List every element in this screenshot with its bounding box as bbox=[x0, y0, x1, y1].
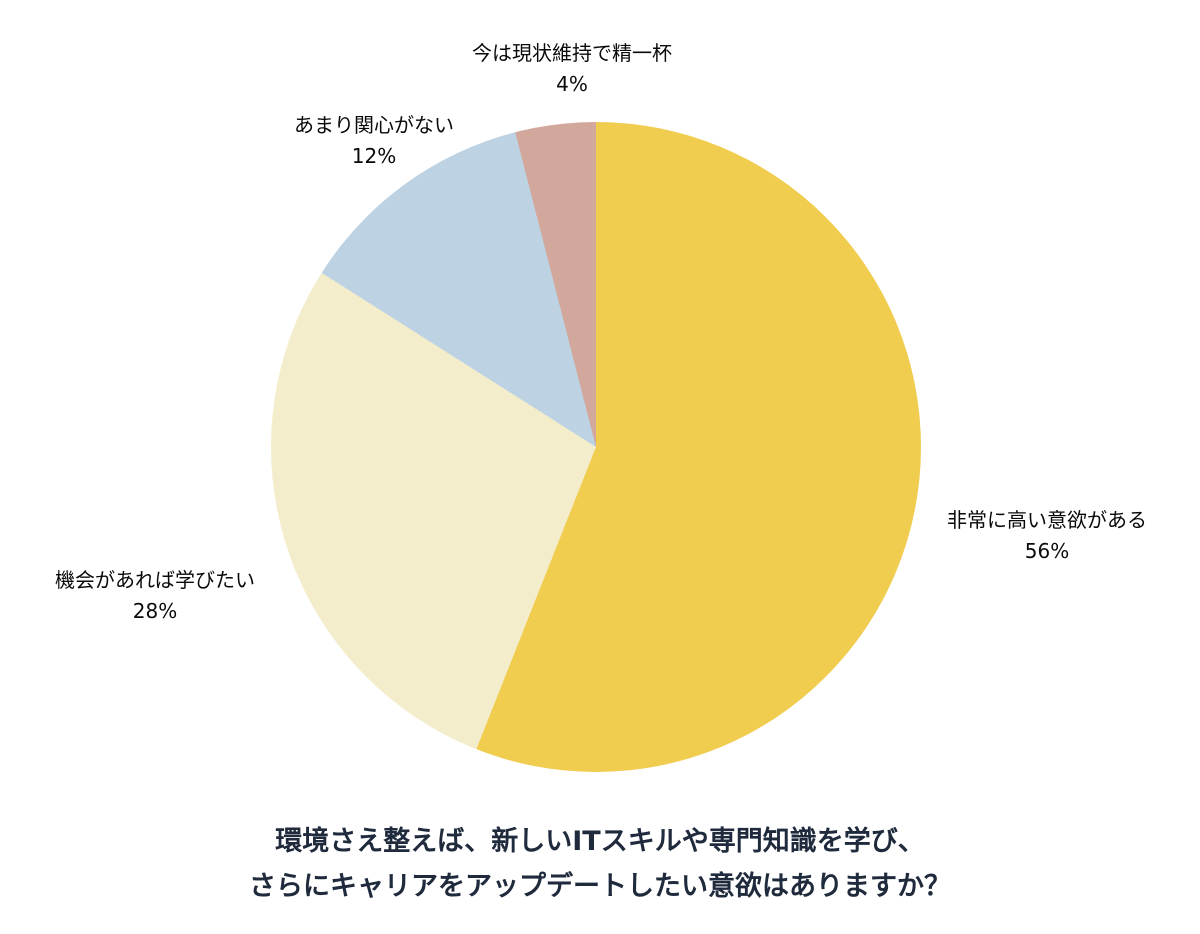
slice-label-text: 機会があれば学びたい bbox=[55, 568, 255, 592]
slice-label-high-motivation: 非常に高い意欲がある 56% bbox=[947, 505, 1147, 567]
chart-title-line-2: さらにキャリアをアップデートしたい意欲はありますか？ bbox=[249, 870, 951, 902]
slice-label-text: あまり関心がない bbox=[294, 113, 454, 137]
slice-label-percent: 12% bbox=[351, 144, 397, 168]
slice-label-percent: 28% bbox=[132, 599, 178, 623]
slice-label-text: 非常に高い意欲がある bbox=[947, 508, 1147, 532]
slice-label-percent: 56% bbox=[1024, 539, 1070, 563]
slice-label-not-interested: あまり関心がない 12% bbox=[294, 110, 454, 172]
chart-title-line-1: 環境さえ整えば、新しいITスキルや専門知識を学び、 bbox=[275, 826, 925, 857]
slice-label-percent: 4% bbox=[556, 72, 588, 96]
chart-title: 環境さえ整えば、新しいITスキルや専門知識を学び、 さらにキャリアをアップデート… bbox=[0, 820, 1200, 909]
slice-label-status-quo: 今は現状維持で精一杯 4% bbox=[472, 38, 672, 100]
slice-label-if-opportunity: 機会があれば学びたい 28% bbox=[55, 565, 255, 627]
slice-label-text: 今は現状維持で精一杯 bbox=[472, 41, 672, 65]
pie-chart bbox=[271, 122, 921, 772]
